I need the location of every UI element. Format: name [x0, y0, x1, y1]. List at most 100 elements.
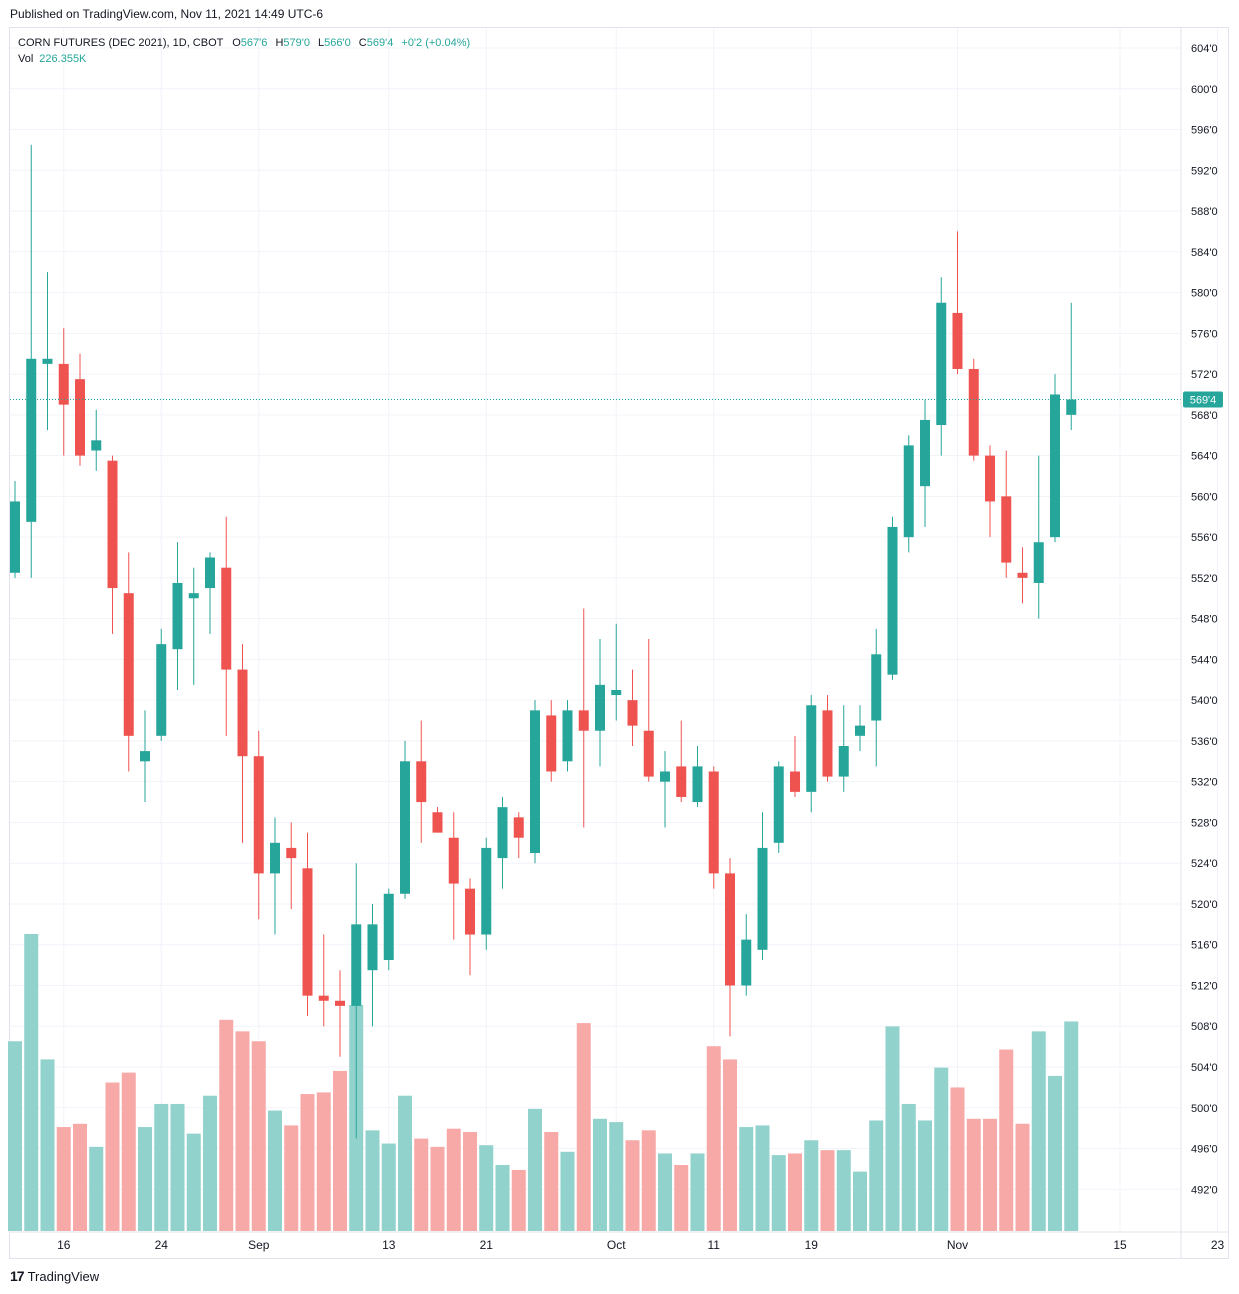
- high-value: 579'0: [283, 37, 310, 49]
- y-tick-label: 496'0: [1191, 1144, 1218, 1156]
- candle-body: [822, 710, 833, 777]
- volume-bar: [398, 1095, 412, 1231]
- candle-body: [595, 684, 605, 731]
- candle-body: [286, 847, 297, 859]
- x-tick-label: 15: [1113, 1238, 1127, 1252]
- volume-bar: [950, 1087, 965, 1231]
- y-tick-label: 504'0: [1191, 1062, 1218, 1074]
- candle-body: [58, 363, 69, 405]
- candle-body: [611, 689, 622, 696]
- volume-bar: [170, 1103, 185, 1231]
- volume-bar: [593, 1118, 607, 1231]
- volume-bar: [885, 1026, 900, 1231]
- y-tick-label: 492'0: [1191, 1184, 1218, 1196]
- volume-bar: [251, 1041, 266, 1231]
- high-key: H: [275, 37, 284, 49]
- volume-bar: [333, 1070, 347, 1231]
- candle-body: [936, 302, 947, 426]
- candle-body: [806, 705, 817, 792]
- volume-bar: [154, 1103, 169, 1231]
- volume-bar: [56, 1127, 71, 1231]
- volume-bar: [999, 1049, 1014, 1231]
- volume-bar: [381, 1143, 396, 1231]
- x-tick-label: Oct: [607, 1238, 626, 1252]
- volume-bar: [446, 1128, 461, 1231]
- vol-key: Vol: [18, 53, 34, 65]
- y-tick-label: 564'0: [1191, 451, 1218, 463]
- candle-body: [676, 766, 687, 797]
- volume-bar: [138, 1127, 152, 1231]
- volume-bar: [414, 1138, 429, 1231]
- candle-body: [627, 700, 638, 726]
- volume-bar: [430, 1146, 445, 1231]
- x-tick-label: Sep: [248, 1238, 270, 1252]
- candle-body: [790, 771, 800, 792]
- x-tick-label: 13: [382, 1238, 396, 1252]
- candle-body: [855, 725, 865, 736]
- candle-body: [416, 761, 427, 803]
- volume-bar: [901, 1103, 916, 1231]
- y-tick-label: 560'0: [1191, 491, 1218, 503]
- volume-bar: [300, 1094, 315, 1231]
- y-tick-label: 508'0: [1191, 1021, 1218, 1033]
- y-tick-label: 512'0: [1191, 980, 1218, 992]
- volume-bar: [674, 1165, 689, 1231]
- candle-body: [205, 557, 215, 589]
- candle-body: [773, 766, 784, 843]
- volume-bar: [804, 1140, 819, 1231]
- volume-bar: [1048, 1075, 1062, 1231]
- candle-body: [513, 817, 524, 838]
- volume-bar: [771, 1155, 786, 1231]
- candle-body: [871, 654, 882, 721]
- volume-bar: [105, 1082, 120, 1231]
- candle-body: [838, 746, 849, 777]
- x-tick-label: 21: [480, 1238, 494, 1252]
- candle-body: [968, 368, 979, 456]
- volume-bar: [89, 1146, 104, 1231]
- candle-body: [156, 644, 167, 736]
- volume-bar: [983, 1118, 997, 1231]
- x-tick-label: 11: [708, 1238, 721, 1252]
- open-value: 567'6: [240, 37, 268, 49]
- volume-bar: [479, 1145, 494, 1231]
- candle-body: [903, 445, 914, 538]
- volume-bar: [121, 1072, 136, 1231]
- volume-bar: [755, 1125, 770, 1231]
- volume-bar: [219, 1019, 234, 1231]
- x-tick-label: 24: [155, 1238, 169, 1252]
- candle-body: [952, 312, 963, 369]
- y-tick-label: 604'0: [1191, 43, 1218, 55]
- y-tick-label: 552'0: [1191, 573, 1218, 585]
- candle-body: [318, 995, 329, 1001]
- volume-bar: [658, 1153, 672, 1231]
- y-tick-label: 540'0: [1191, 695, 1218, 707]
- y-tick-label: 520'0: [1191, 899, 1218, 911]
- candle-body: [741, 939, 752, 986]
- volume-bar: [463, 1132, 477, 1231]
- volume-bar: [560, 1151, 575, 1231]
- candle-body: [578, 710, 589, 731]
- candle-body: [75, 379, 85, 456]
- volume-bar: [284, 1125, 299, 1231]
- volume-bar: [836, 1150, 851, 1231]
- y-tick-label: 500'0: [1191, 1103, 1218, 1115]
- candle-body: [237, 669, 248, 757]
- chart-frame: [9, 27, 1229, 1259]
- tradingview-logo-icon: 17: [10, 1268, 25, 1284]
- candle-body: [221, 567, 232, 670]
- legend: CORN FUTURES (DEC 2021), 1D, CBOT O567'6…: [18, 35, 475, 67]
- volume-bar: [495, 1165, 510, 1231]
- volume-bar: [365, 1130, 380, 1231]
- volume-bar: [934, 1067, 949, 1231]
- candle-body: [270, 842, 280, 874]
- candle-body: [335, 1000, 345, 1006]
- candle-body: [562, 710, 573, 762]
- volume-bar: [1064, 1021, 1079, 1231]
- candle-body: [920, 419, 930, 487]
- y-tick-label: 536'0: [1191, 736, 1218, 748]
- candle-body: [432, 812, 443, 833]
- y-tick-label: 568'0: [1191, 410, 1218, 422]
- volume-bar: [853, 1171, 867, 1231]
- axes: 604'0 600'0 596'0 592'0 588'0 584'0 580'0 576'0…: [10, 28, 1229, 1258]
